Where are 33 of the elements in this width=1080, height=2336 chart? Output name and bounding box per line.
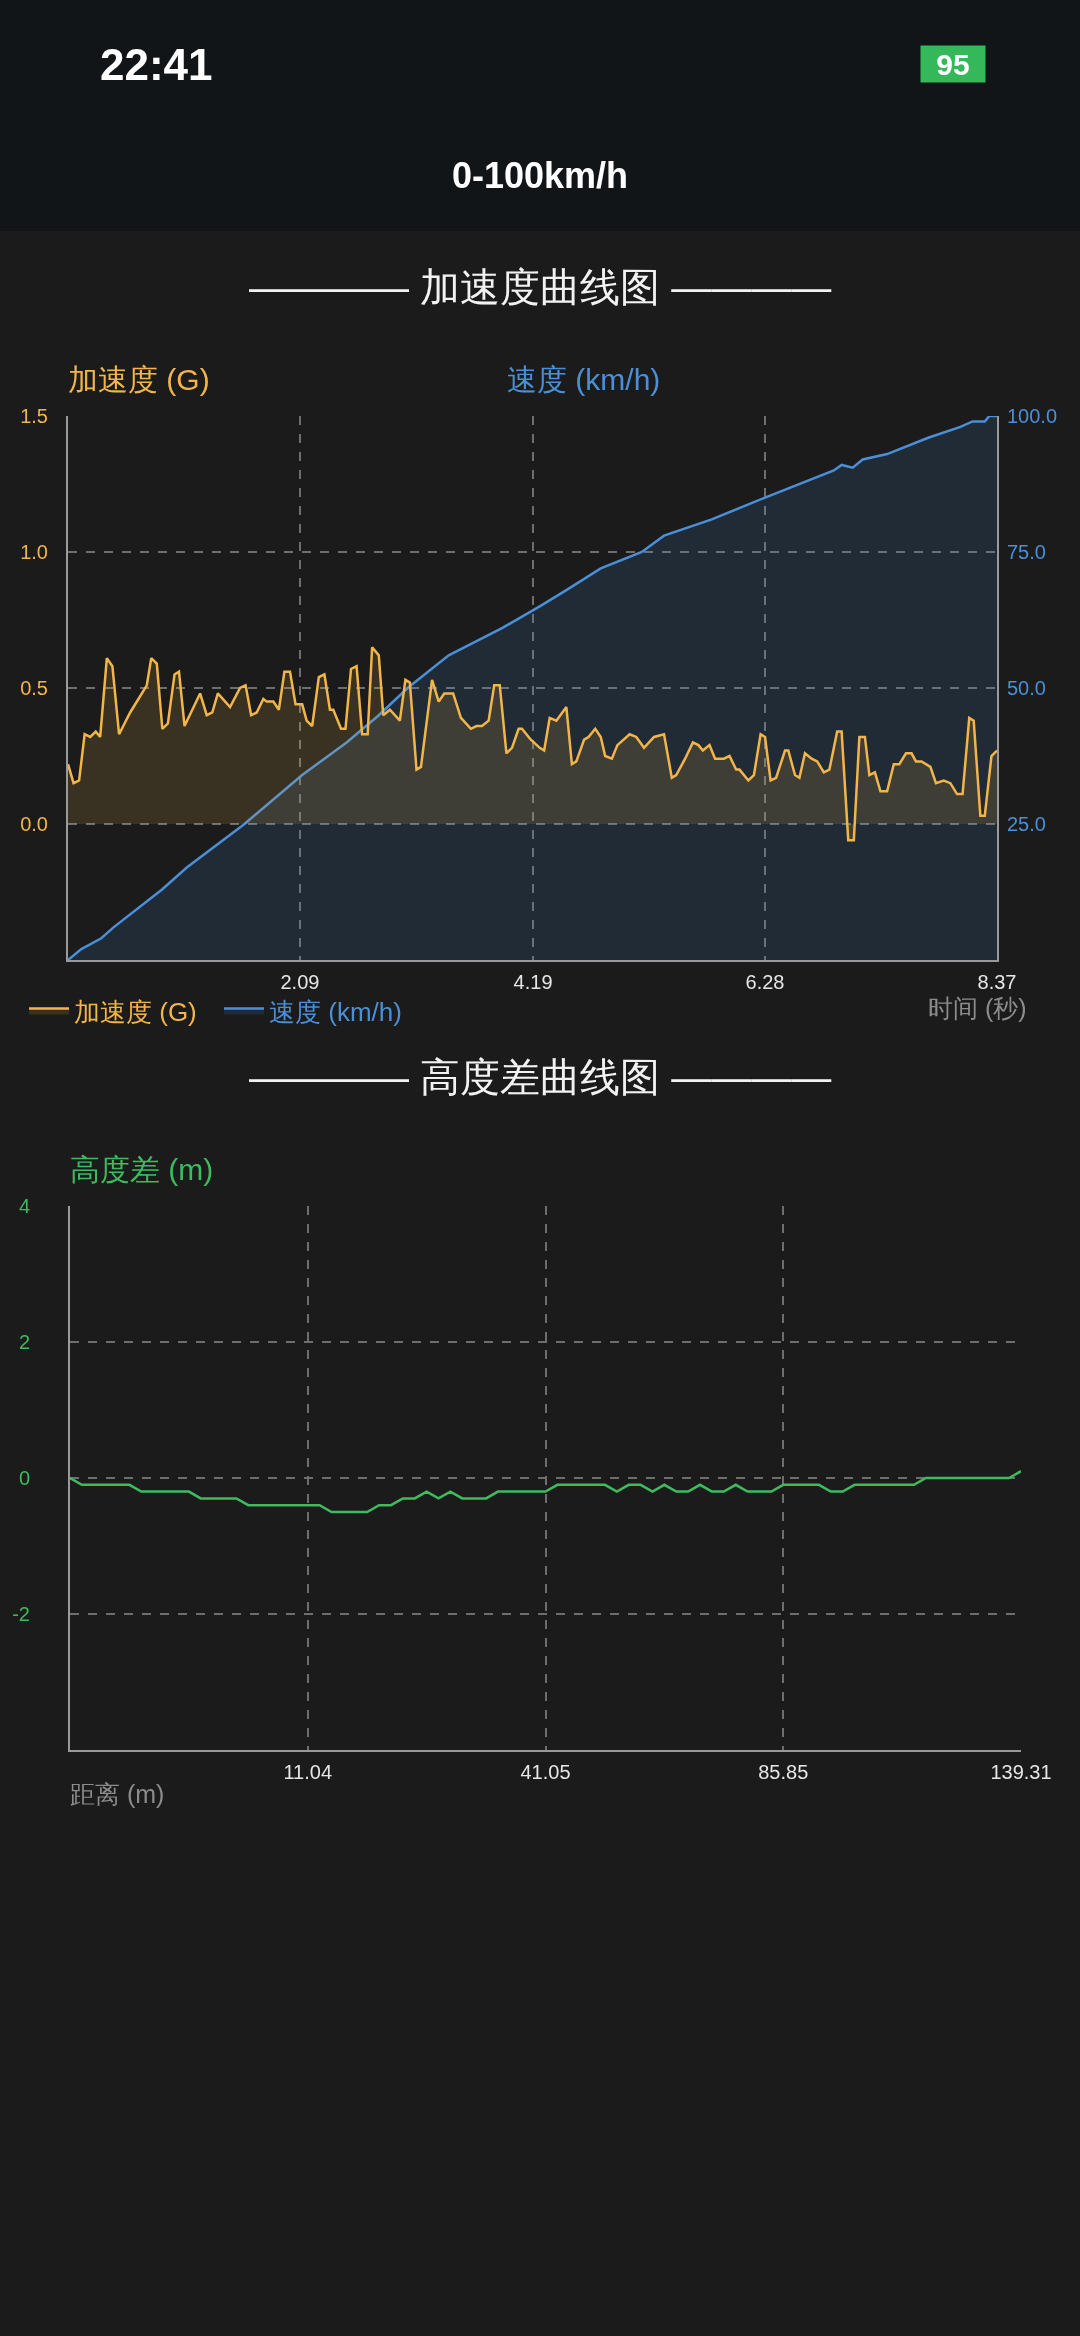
y-tick-label: 1.0	[20, 541, 48, 563]
x-tick-label: 4.19	[513, 971, 553, 993]
y2-tick-label: 50.0	[1007, 677, 1046, 699]
y-tick-label: 0.5	[20, 677, 48, 699]
x-tick-label: 8.37	[977, 971, 1017, 993]
y-tick-label: 2	[18, 1331, 30, 1353]
y2-tick-label: 75.0	[1007, 541, 1046, 563]
x-tick-label: 6.28	[745, 971, 785, 993]
x-tick-label: 41.05	[520, 1761, 571, 1783]
y-tick-label: 0.0	[20, 813, 48, 835]
x-tick-label: 85.85	[758, 1761, 809, 1783]
y-tick-label: 4	[18, 1195, 30, 1217]
legend-label: 加速度 (G)	[74, 996, 197, 1027]
legend-label: 速度 (km/h)	[269, 996, 402, 1027]
y2-tick-label: 25.0	[1007, 813, 1046, 835]
text: 22:41	[100, 40, 213, 89]
y-tick-label: -2	[12, 1603, 30, 1625]
text: 0-100km/h	[452, 155, 629, 196]
y-axis-title: 高度差 (m)	[70, 1153, 214, 1186]
x-axis-title: 时间 (秒)	[928, 994, 1027, 1022]
line-series	[70, 1469, 1021, 1514]
x-tick-label: 11.04	[283, 1761, 333, 1783]
y-tick-label: 0	[18, 1467, 30, 1489]
y2-axis-title: 速度 (km/h)	[507, 363, 661, 396]
x-tick-label: 139.31	[990, 1761, 1052, 1783]
x-tick-label: 2.09	[280, 971, 320, 993]
chart-title: ———— 高度差曲线图 ————	[249, 1055, 832, 1099]
y-tick-label: 1.5	[20, 405, 48, 427]
text: 95	[936, 47, 970, 81]
chart-title: ———— 加速度曲线图 ————	[249, 265, 832, 309]
y-axis-title: 加速度 (G)	[68, 363, 210, 396]
x-axis-title: 距离 (m)	[70, 1780, 165, 1808]
y2-tick-label: 100.0	[1007, 405, 1058, 427]
